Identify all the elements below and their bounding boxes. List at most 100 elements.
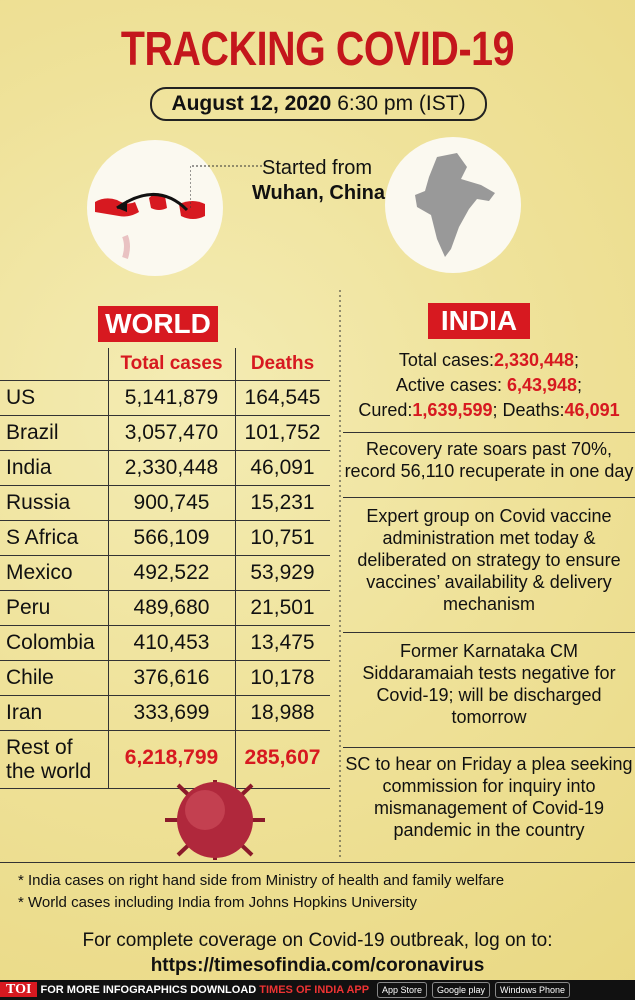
store-badge[interactable]: Google play — [431, 982, 491, 998]
brand: TOI — [0, 982, 38, 997]
deaths: 53,929 — [250, 561, 315, 584]
news-rule — [343, 432, 635, 433]
column-header: Deaths — [250, 353, 315, 374]
country: Brazil — [6, 421, 59, 444]
total-cases: 333,699 — [133, 701, 210, 724]
country: Peru — [6, 596, 51, 619]
total-cases: 566,109 — [133, 526, 210, 549]
india-stats: Total cases:2,330,448; Active cases: 6,43… — [343, 348, 635, 423]
leader-line — [190, 165, 265, 208]
news-rule — [343, 747, 635, 748]
world-map — [95, 193, 205, 259]
country: Rest of the world — [6, 736, 92, 783]
news-item: Former Karnataka CM Siddaramaiah tests n… — [362, 641, 616, 727]
map-caption: Started from — [262, 157, 373, 179]
stat-label: Total cases: — [398, 350, 494, 370]
deaths: 10,178 — [250, 666, 315, 689]
virus-illustration — [165, 780, 265, 860]
deaths: 285,607 — [244, 746, 321, 769]
stat-label: Cured: — [358, 400, 413, 420]
row-rule — [0, 695, 330, 696]
total-cases: 489,680 — [133, 596, 210, 619]
row-rule — [0, 660, 330, 661]
india-map — [415, 153, 495, 257]
bottom-bar: TOI FOR MORE INFOGRAPHICS DOWNLOAD TIMES… — [0, 980, 635, 1000]
promo: FOR MORE INFOGRAPHICS DOWNLOAD — [40, 984, 257, 996]
footnote: * World cases including India from Johns… — [18, 894, 418, 911]
title: TRACKING COVID-19 — [120, 23, 515, 76]
stat-value: 1,639,599 — [412, 400, 493, 420]
news-rule — [343, 632, 635, 633]
footnote: * India cases on right hand side from Mi… — [18, 872, 505, 889]
deaths: 13,475 — [250, 631, 315, 654]
country: India — [6, 456, 52, 479]
total-cases: 900,745 — [133, 491, 210, 514]
stat-line: Active cases: 6,43,948; — [343, 373, 635, 398]
app-name: TIMES OF INDIA APP — [259, 984, 369, 996]
total-cases: 3,057,470 — [124, 421, 219, 444]
time: 6:30 pm (IST) — [337, 92, 466, 115]
deaths: 18,988 — [250, 701, 315, 724]
world-label: WORLD — [98, 306, 218, 342]
country: Mexico — [6, 561, 73, 584]
divider — [339, 290, 341, 860]
stat-value: 6,43,948 — [506, 375, 578, 395]
deaths: 46,091 — [250, 456, 315, 479]
date: August 12, 2020 — [171, 92, 332, 115]
row-rule — [0, 380, 330, 381]
stat-value: 2,330,448 — [493, 350, 575, 370]
country: Colombia — [6, 631, 95, 654]
footer-text: For complete coverage on Covid-19 outbre… — [82, 930, 553, 951]
row-rule — [0, 485, 330, 486]
deaths: 15,231 — [250, 491, 315, 514]
stat-line: Cured:1,639,599; Deaths:46,091 — [343, 398, 635, 423]
total-cases: 410,453 — [133, 631, 210, 654]
country: Chile — [6, 666, 54, 689]
deaths: 101,752 — [244, 421, 321, 444]
row-rule — [0, 590, 330, 591]
total-cases: 376,616 — [133, 666, 210, 689]
column-header: Total cases — [120, 353, 223, 374]
row-rule — [0, 520, 330, 521]
country: Russia — [6, 491, 71, 514]
store-badge[interactable]: App Store — [376, 982, 427, 998]
stat-label: ; — [577, 375, 583, 395]
stat-label: ; — [574, 350, 580, 370]
stat-label: Active cases: — [395, 375, 507, 395]
news-item: Recovery rate soars past 70%, record 56,… — [344, 439, 634, 481]
row-rule — [0, 730, 330, 731]
stat-value: 46,091 — [564, 400, 620, 420]
news-item: Expert group on Covid vaccine administra… — [357, 506, 621, 614]
news-item: SC to hear on Friday a plea seeking comm… — [345, 754, 633, 840]
country: Iran — [6, 701, 43, 724]
india-map-circle — [385, 137, 521, 273]
row-rule — [0, 450, 330, 451]
row-rule — [0, 555, 330, 556]
country: US — [6, 386, 36, 409]
footer-url: https://timesofindia.com/coronavirus — [150, 955, 485, 976]
stat-line: Total cases:2,330,448; — [343, 348, 635, 373]
deaths: 164,545 — [244, 386, 321, 409]
total-cases: 5,141,879 — [124, 386, 219, 409]
news-rule — [343, 497, 635, 498]
country: S Africa — [6, 526, 79, 549]
date-pill: August 12, 2020 6:30 pm (IST) — [150, 87, 487, 121]
store-badge[interactable]: Windows Phone — [495, 982, 571, 998]
map-caption-bold: Wuhan, China — [252, 182, 385, 204]
column-rule — [108, 348, 109, 788]
india-label: INDIA — [428, 303, 530, 339]
total-cases: 2,330,448 — [124, 456, 219, 479]
row-rule — [0, 415, 330, 416]
rule — [0, 862, 635, 863]
deaths: 21,501 — [250, 596, 315, 619]
column-rule — [235, 348, 236, 788]
world-map-circle — [87, 140, 223, 276]
deaths: 10,751 — [250, 526, 315, 549]
total-cases: 492,522 — [133, 561, 210, 584]
stat-label: ; Deaths: — [492, 400, 565, 420]
row-rule — [0, 788, 330, 789]
stores: App Store Google play Windows Phone — [372, 982, 571, 998]
row-rule — [0, 625, 330, 626]
